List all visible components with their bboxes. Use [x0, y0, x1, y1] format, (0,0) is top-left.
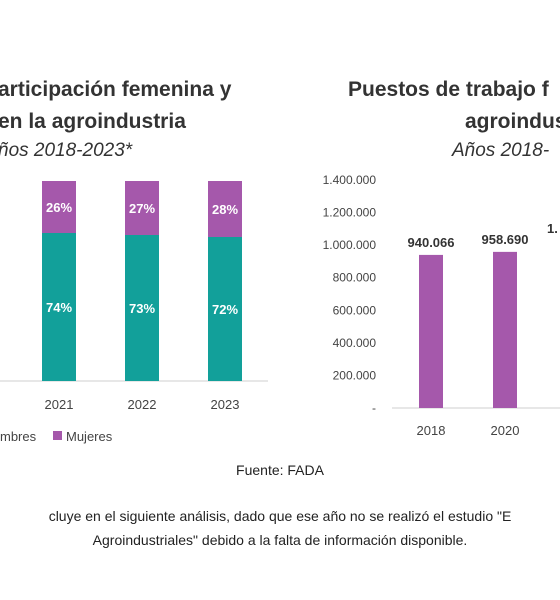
data-label-2020: 958.690	[482, 232, 529, 247]
women-participation-chart: 74% 26% 2021 73% 27% 2022 72% 28% 2023 mbres Mujer…	[0, 181, 268, 444]
right-chart-subtitle: Años 2018-	[452, 140, 550, 161]
data-label-partial: 1.	[547, 221, 558, 236]
y-tick-3: 800.000	[333, 271, 377, 285]
bar-2020	[493, 251, 517, 408]
bar-hombres-2023	[208, 237, 242, 381]
x-tick-2022: 2022	[128, 397, 157, 412]
y-tick-2: 1.000.000	[323, 238, 377, 252]
footnote-line2: Agroindustriales" debido a la falta de i…	[92, 532, 468, 548]
left-chart-title-line2: en la agroindustria	[0, 110, 186, 133]
bar-mujeres-2021	[42, 181, 76, 233]
label-hombres-2021: 74%	[46, 300, 72, 315]
left-chart-subtitle: ños 2018-2023*	[0, 140, 133, 161]
legend-mujeres-label: Mujeres	[66, 429, 113, 444]
label-mujeres-2021: 26%	[46, 200, 72, 215]
bar-hombres-2021	[42, 233, 76, 381]
legend-mujeres-swatch	[53, 431, 62, 440]
label-hombres-2023: 72%	[212, 302, 238, 317]
bar-mujeres-2023	[208, 181, 242, 237]
y-tick-1: 1.200.000	[323, 206, 377, 220]
footnote-line1: cluye en el siguiente análisis, dado que…	[48, 508, 512, 524]
data-label-2018: 940.066	[408, 235, 455, 250]
y-tick-0: 1.400.000	[323, 173, 377, 187]
y-tick-5: 400.000	[333, 336, 377, 350]
y-tick-4: 600.000	[333, 303, 377, 317]
agro-jobs-chart: 1.400.0001.200.0001.000.000800.000600.00…	[323, 173, 560, 438]
bar-hombres-2022	[125, 235, 159, 381]
legend-hombres-label: mbres	[0, 429, 37, 444]
label-mujeres-2022: 27%	[129, 201, 155, 216]
label-hombres-2022: 73%	[129, 301, 155, 316]
label-mujeres-2023: 28%	[212, 202, 238, 217]
source-note: Fuente: FADA	[236, 462, 324, 478]
x-tick-2018: 2018	[417, 423, 446, 438]
bar-mujeres-2022	[125, 181, 159, 235]
left-chart-title-line1: articipación femenina y	[0, 78, 232, 101]
y-tick-7: -	[372, 401, 376, 415]
x-tick-2020: 2020	[491, 423, 520, 438]
x-tick-2021: 2021	[45, 397, 74, 412]
right-chart-title-line2: agroindus	[465, 110, 560, 133]
right-chart-title-line1: Puestos de trabajo f	[348, 78, 549, 101]
bar-2018	[419, 254, 443, 408]
x-tick-2023: 2023	[211, 397, 240, 412]
y-tick-6: 200.000	[333, 368, 377, 382]
